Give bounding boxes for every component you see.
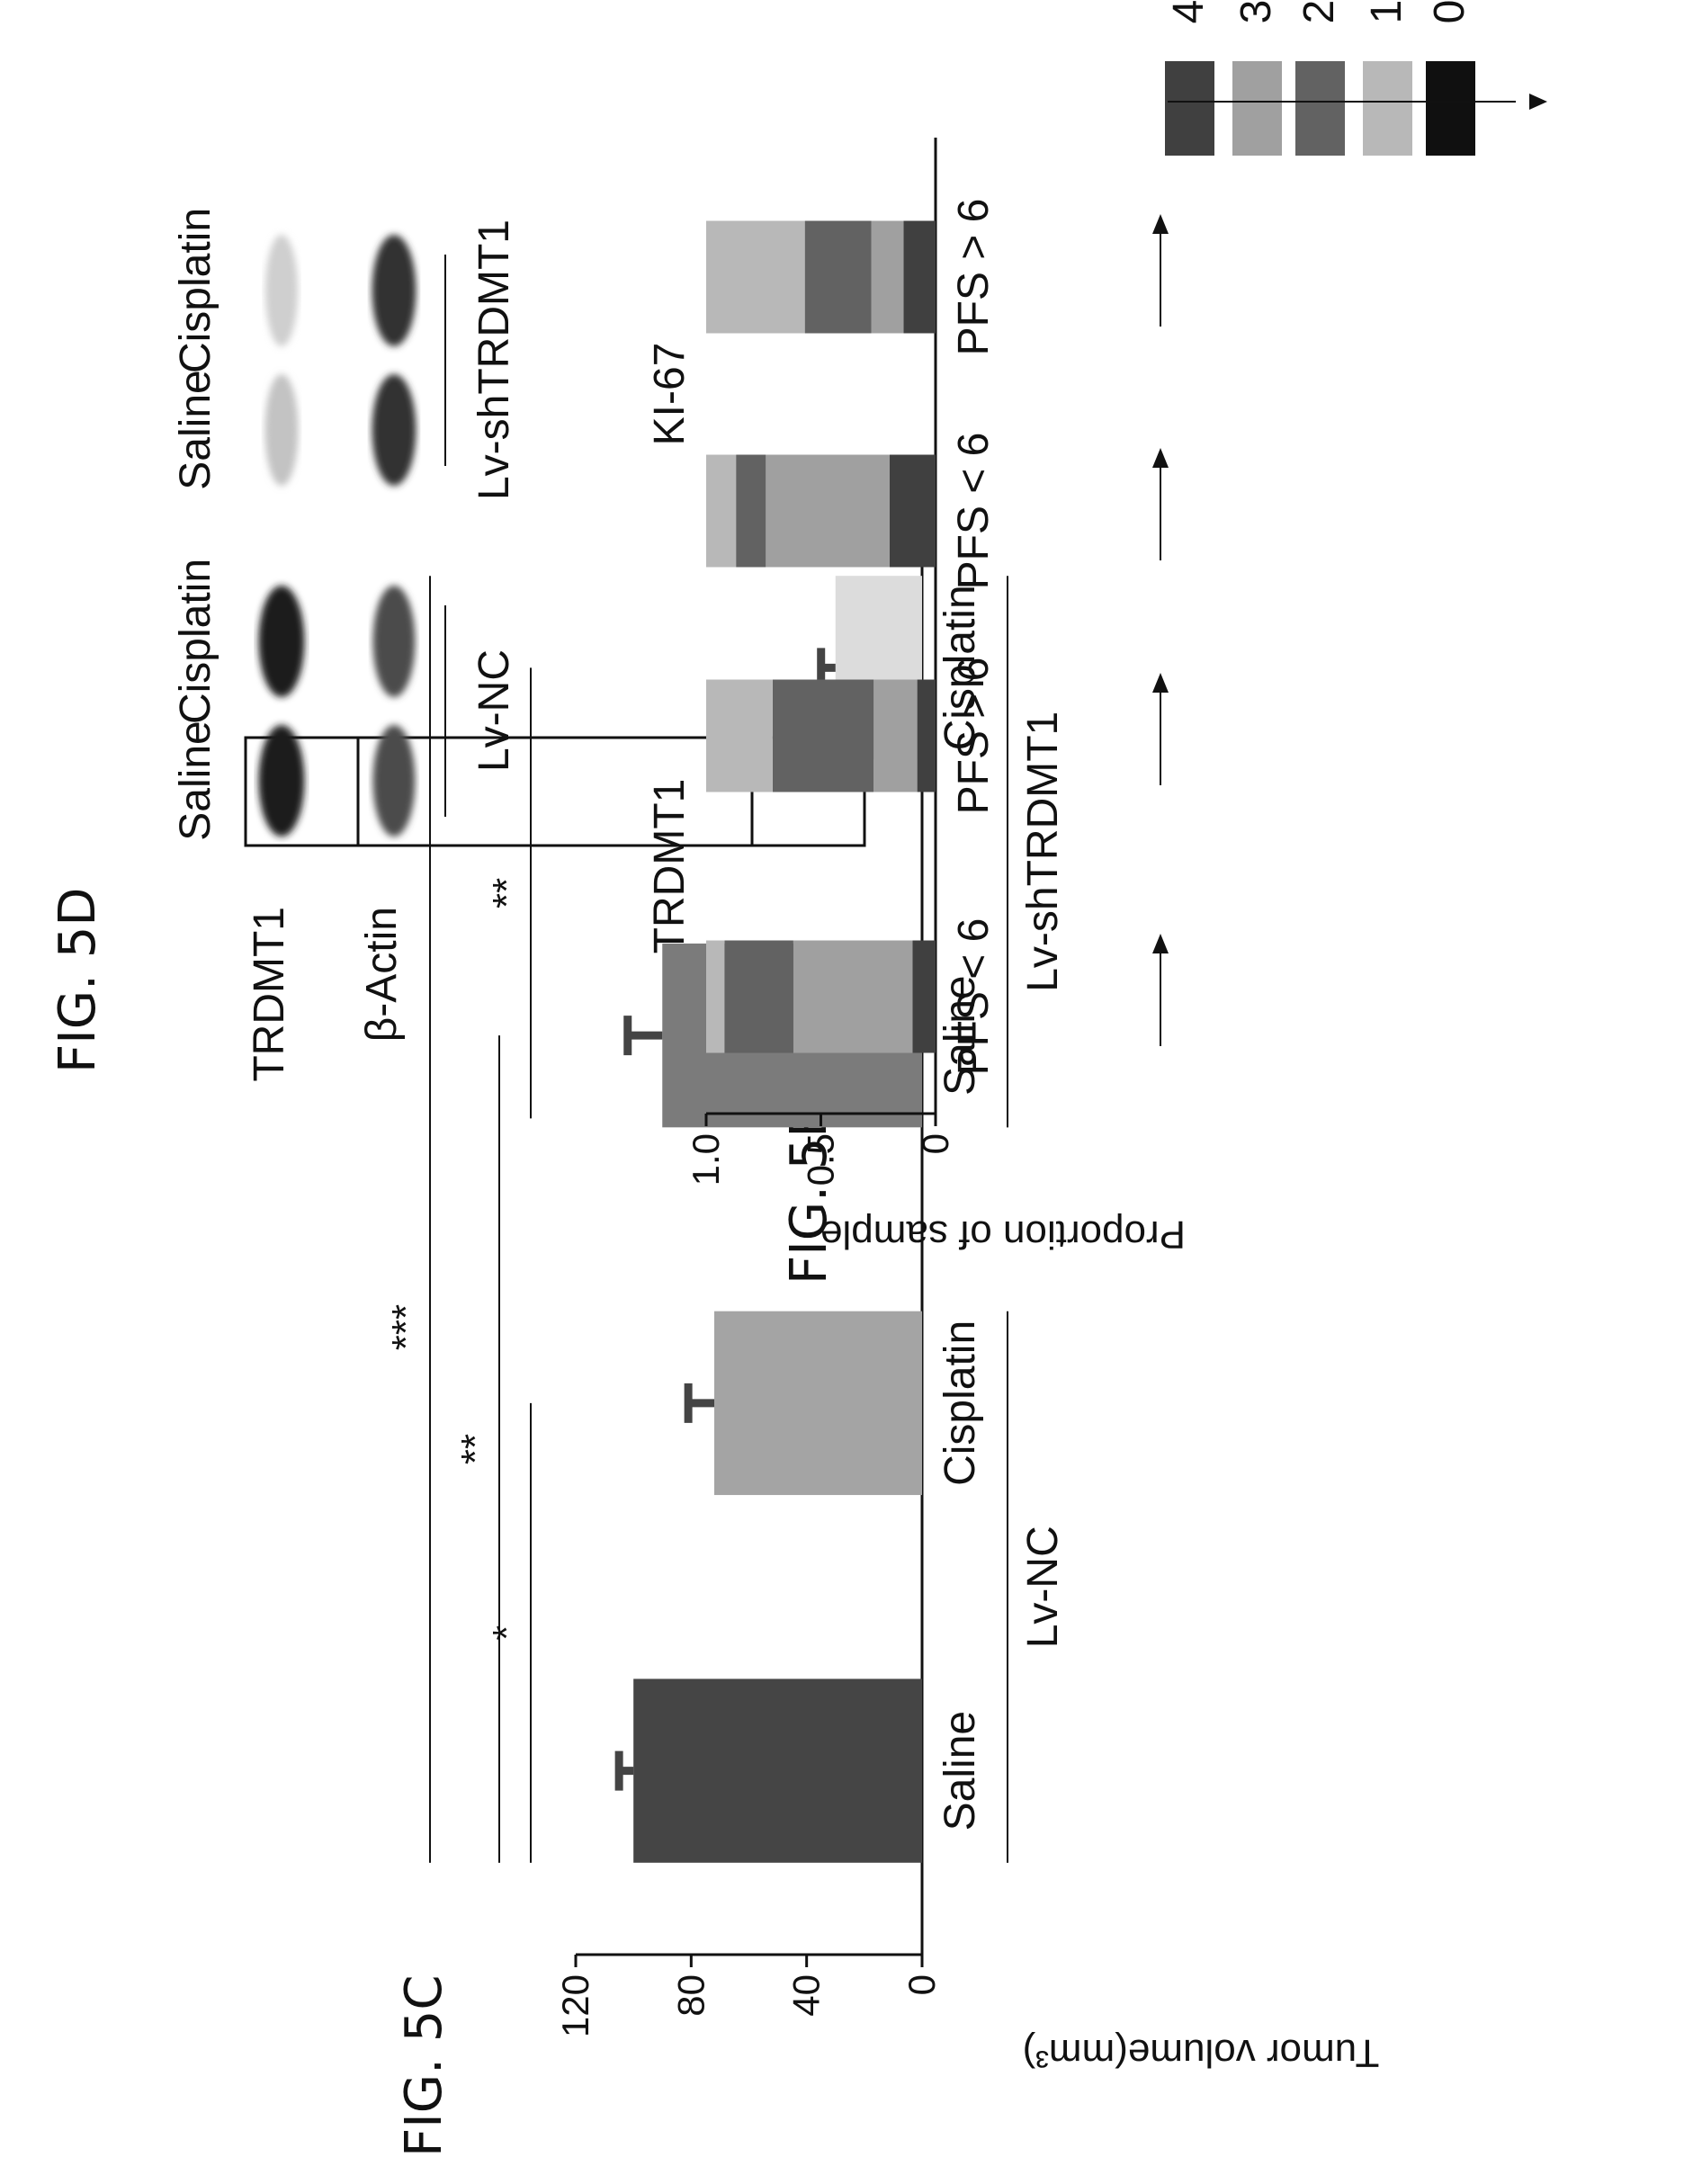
panel-5e-stack-segment xyxy=(804,220,872,334)
panel-5e-legend-swatch xyxy=(1426,61,1475,156)
panel-5e-legend-label: 2 xyxy=(1295,0,1343,23)
panel-5e-stacked-chart: Proportion of sample 0 0.5 1.0 PFS < 6 PFS >… xyxy=(646,0,1547,1257)
blot-band-trdmt1 xyxy=(265,235,298,346)
panel-5c-group-label: Lv-shTRDMT1 xyxy=(1019,712,1067,992)
panel-5e-stack-segment xyxy=(873,679,918,792)
blot-band-actin xyxy=(372,586,416,697)
panel-5e-stack-segment xyxy=(766,454,890,568)
panel-5e-stack-segment xyxy=(912,940,936,1053)
panel-5e-trend-arrowhead xyxy=(1152,934,1169,953)
panel-5c-category-label: Saline xyxy=(936,1711,984,1830)
panel-5e-category-label: PFS < 6 xyxy=(950,433,998,590)
panel-5c-group-label: Lv-NC xyxy=(1019,1526,1067,1648)
panel-5c-y-tick-label: 0 xyxy=(900,1974,943,1995)
blot-lane-label: Saline xyxy=(172,370,219,489)
panel-5e-stack-segment xyxy=(903,220,936,334)
panel-5c-y-tick-label: 80 xyxy=(669,1974,712,2017)
blot-lane-label: Cisplatin xyxy=(172,559,219,724)
panel-5e-legend-arrowhead xyxy=(1529,94,1547,110)
panel-5c-category-label: Cisplatin xyxy=(936,585,984,750)
blot-row-label-actin: β-Actin xyxy=(358,907,406,1042)
blot-band-actin xyxy=(372,725,416,837)
panel-5e-legend-label: 1 xyxy=(1363,0,1411,23)
panel-5e-stack-segment xyxy=(736,454,766,568)
panel-5e-category-label: PFS < 6 xyxy=(950,918,998,1076)
panel-5e-y-axis-label: Proportion of sample xyxy=(820,1213,1186,1257)
panel-5e-stack-segment xyxy=(772,679,874,792)
panel-5e-legend-label: 0 xyxy=(1426,0,1474,23)
panel-5c-bar xyxy=(714,1311,922,1496)
blot-band-trdmt1 xyxy=(258,725,305,837)
panel-5e-group-label: TRDMT1 xyxy=(646,779,694,954)
blot-lane-label: Saline xyxy=(172,721,219,840)
panel-5e-trend-arrowhead xyxy=(1152,673,1169,693)
fig-5e-caption: FIG. 5E xyxy=(780,1105,838,1284)
panel-5c-category-label: Saline xyxy=(936,975,984,1095)
blot-band-trdmt1 xyxy=(258,586,305,697)
panel-5e-legend-swatch xyxy=(1232,61,1282,156)
panel-5e-stack-segment xyxy=(706,454,737,568)
panel-5e-legend-label: 4 xyxy=(1165,0,1213,23)
blot-row-label-trdmt1: TRDMT1 xyxy=(246,907,293,1082)
panel-5e-legend-swatch xyxy=(1363,61,1412,156)
panel-5c-y-tick-label: 40 xyxy=(785,1974,828,2017)
panel-5e-legend-label: 3 xyxy=(1232,0,1280,23)
panel-5c-significance-label: ** xyxy=(453,1434,497,1464)
fig-5d-caption: FIG. 5D xyxy=(49,888,107,1073)
blot-lane-label: Cisplatin xyxy=(172,208,219,373)
panel-5c-category-label: Cisplatin xyxy=(936,1320,984,1486)
panel-5e-stack-segment xyxy=(706,679,773,792)
panel-5e-trend-arrowhead xyxy=(1152,214,1169,234)
panel-5e-group-label: KI-67 xyxy=(646,343,694,446)
panel-5e-stack-segment xyxy=(793,940,913,1053)
blot-group-label: Lv-shTRDMT1 xyxy=(470,219,518,500)
panel-5c-y-axis-label: Tumor volume(mm³) xyxy=(1023,2031,1380,2075)
panel-5e-legend-swatch xyxy=(1295,61,1345,156)
panel-5e-stack-segment xyxy=(706,220,805,334)
panel-5e-stack-segment xyxy=(917,679,936,792)
blot-band-actin xyxy=(372,374,417,486)
panel-5e-y-tick-label: 0.5 xyxy=(800,1133,842,1186)
panel-5c-y-tick-label: 120 xyxy=(554,1974,596,2037)
blot-group-label: Lv-NC xyxy=(470,649,518,772)
panel-5c-bar xyxy=(633,1678,923,1863)
panel-5e-stack-segment xyxy=(871,220,904,334)
panel-5e-trend-arrowhead xyxy=(1152,448,1169,468)
panel-5e-y-tick-label: 0 xyxy=(914,1133,956,1154)
panel-5c-significance-label: * xyxy=(485,1625,529,1641)
blot-band-actin xyxy=(372,235,417,346)
panel-5e-stack-segment xyxy=(724,940,793,1053)
panel-5e-stack-segment xyxy=(890,454,936,568)
panel-5e-legend-swatch xyxy=(1165,61,1214,156)
panel-5c-significance-label: ** xyxy=(485,878,529,909)
panel-5e-category-label: PFS > 6 xyxy=(950,199,998,356)
fig-5c-caption: FIG. 5C xyxy=(395,1975,453,2157)
panel-5e-category-label: PFS > 6 xyxy=(950,658,998,815)
panel-5e-stack-segment xyxy=(706,940,725,1053)
panel-5c-significance-label: *** xyxy=(384,1304,428,1350)
panel-5e-y-tick-label: 1.0 xyxy=(685,1133,727,1186)
blot-band-trdmt1 xyxy=(264,374,299,486)
